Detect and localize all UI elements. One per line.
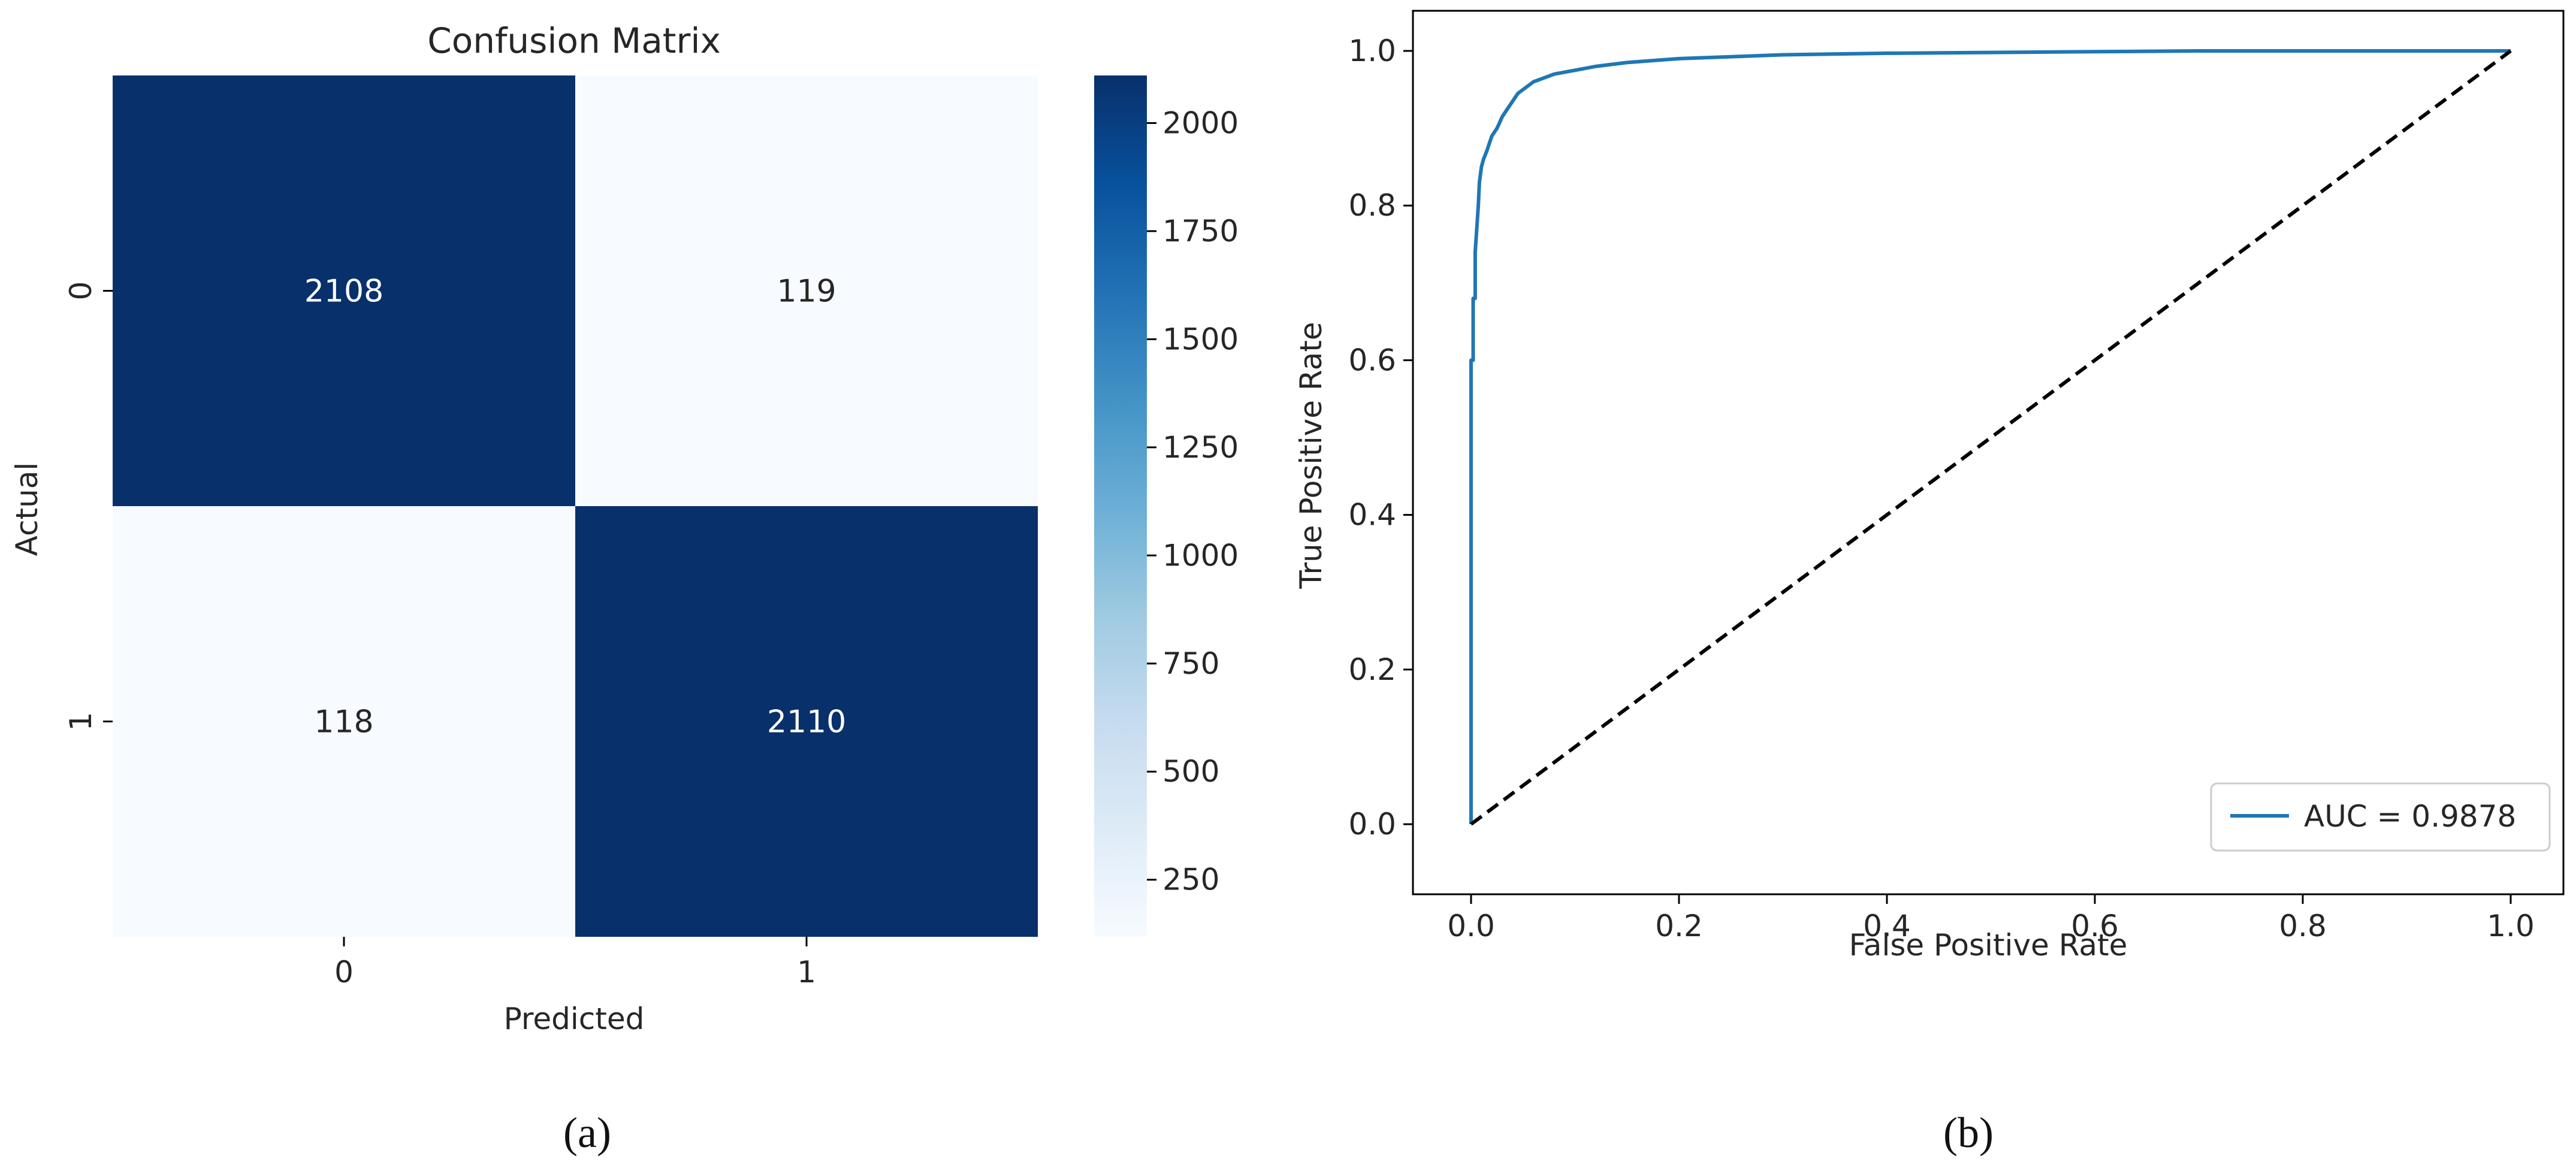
heatmap-x-tick-label: 0: [334, 955, 354, 990]
roc-x-tick-label: 0.8: [2279, 909, 2327, 943]
roc-ticks: 0.0 0.2 0.4 0.6 0.8 1.0 0.0 0.2 0.4 0.6 0.8 1.0: [1348, 34, 2534, 943]
colorbar-gradient: [1094, 75, 1147, 937]
heatmap-cell-value: 118: [314, 704, 373, 740]
heatmap-cell-value: 119: [777, 274, 836, 310]
colorbar-ticks: 250 500 750 1000 1250 1500 1750 2000: [1147, 105, 1239, 897]
roc-y-tick-label: 0.6: [1348, 343, 1396, 377]
confusion-matrix-panel: Confusion Matrix 2108 119 118 2110 0 1 0 1 Pre…: [10, 20, 1239, 1157]
roc-curve: [1469, 49, 2511, 824]
heatmap-cell: [113, 506, 575, 937]
colorbar-tick-label: 750: [1162, 646, 1219, 681]
roc-panel: 0.0 0.2 0.4 0.6 0.8 1.0 0.0 0.2 0.4 0.6 0.8 1.0 Fal…: [1294, 10, 2565, 1157]
heatmap-y-axis-label: Actual: [10, 462, 44, 556]
roc-y-tick-label: 0.0: [1348, 807, 1396, 842]
roc-lines: [1469, 49, 2512, 826]
heatmap-cell-value: 2108: [304, 274, 383, 310]
colorbar-tick-label: 1000: [1162, 538, 1239, 573]
heatmap-x-axis-label: Predicted: [504, 1001, 645, 1036]
roc-y-tick-label: 0.8: [1348, 188, 1396, 223]
colorbar-tick-label: 500: [1162, 754, 1219, 789]
roc-y-axis-label: True Positive Rate: [1294, 322, 1328, 589]
roc-x-tick-label: 0.2: [1655, 909, 1703, 943]
caption-a: (a): [563, 1109, 611, 1157]
roc-chance-line: [1470, 49, 2512, 826]
colorbar-tick-label: 1250: [1162, 430, 1239, 465]
roc-y-tick-label: 1.0: [1348, 34, 1396, 68]
legend-box: [2210, 782, 2551, 852]
roc-x-tick-label: 0.0: [1447, 909, 1495, 943]
roc-x-axis-label: False Positive Rate: [1849, 928, 2128, 963]
colorbar-tick-label: 1500: [1162, 322, 1239, 356]
colorbar-tick-label: 2000: [1162, 105, 1239, 140]
legend-label: AUC = 0.9878: [2304, 799, 2516, 834]
roc-y-tick-label: 0.2: [1348, 652, 1396, 687]
colorbar-tick-label: 1750: [1162, 214, 1239, 249]
roc-x-tick-label: 0.4: [1863, 909, 1911, 943]
heatmap-y-tick-label: 0: [64, 282, 98, 301]
colorbar-tick-label: 250: [1162, 863, 1219, 897]
heatmap-x-tick-label: 1: [797, 955, 816, 990]
heatmap-title: Confusion Matrix: [427, 20, 721, 61]
heatmap-cells: 2108 119 118 2110: [113, 75, 1038, 937]
heatmap-cell: [575, 75, 1038, 506]
roc-x-tick-label: 0.6: [2071, 909, 2119, 943]
heatmap-cell: [575, 506, 1038, 937]
caption-b: (b): [1943, 1109, 1994, 1157]
roc-x-tick-label: 1.0: [2487, 909, 2535, 943]
roc-legend: AUC = 0.9878: [2210, 782, 2551, 852]
heatmap-y-tick-label: 1: [64, 712, 98, 731]
heatmap-axes: 0 1 0 1: [64, 282, 816, 990]
roc-plot-frame: [1412, 10, 2565, 895]
colorbar: 250 500 750 1000 1250 1500 1750 2000: [1094, 75, 1239, 937]
heatmap-cell-value: 2110: [767, 704, 846, 740]
roc-y-tick-label: 0.4: [1348, 498, 1396, 532]
heatmap-cell: [113, 75, 575, 506]
